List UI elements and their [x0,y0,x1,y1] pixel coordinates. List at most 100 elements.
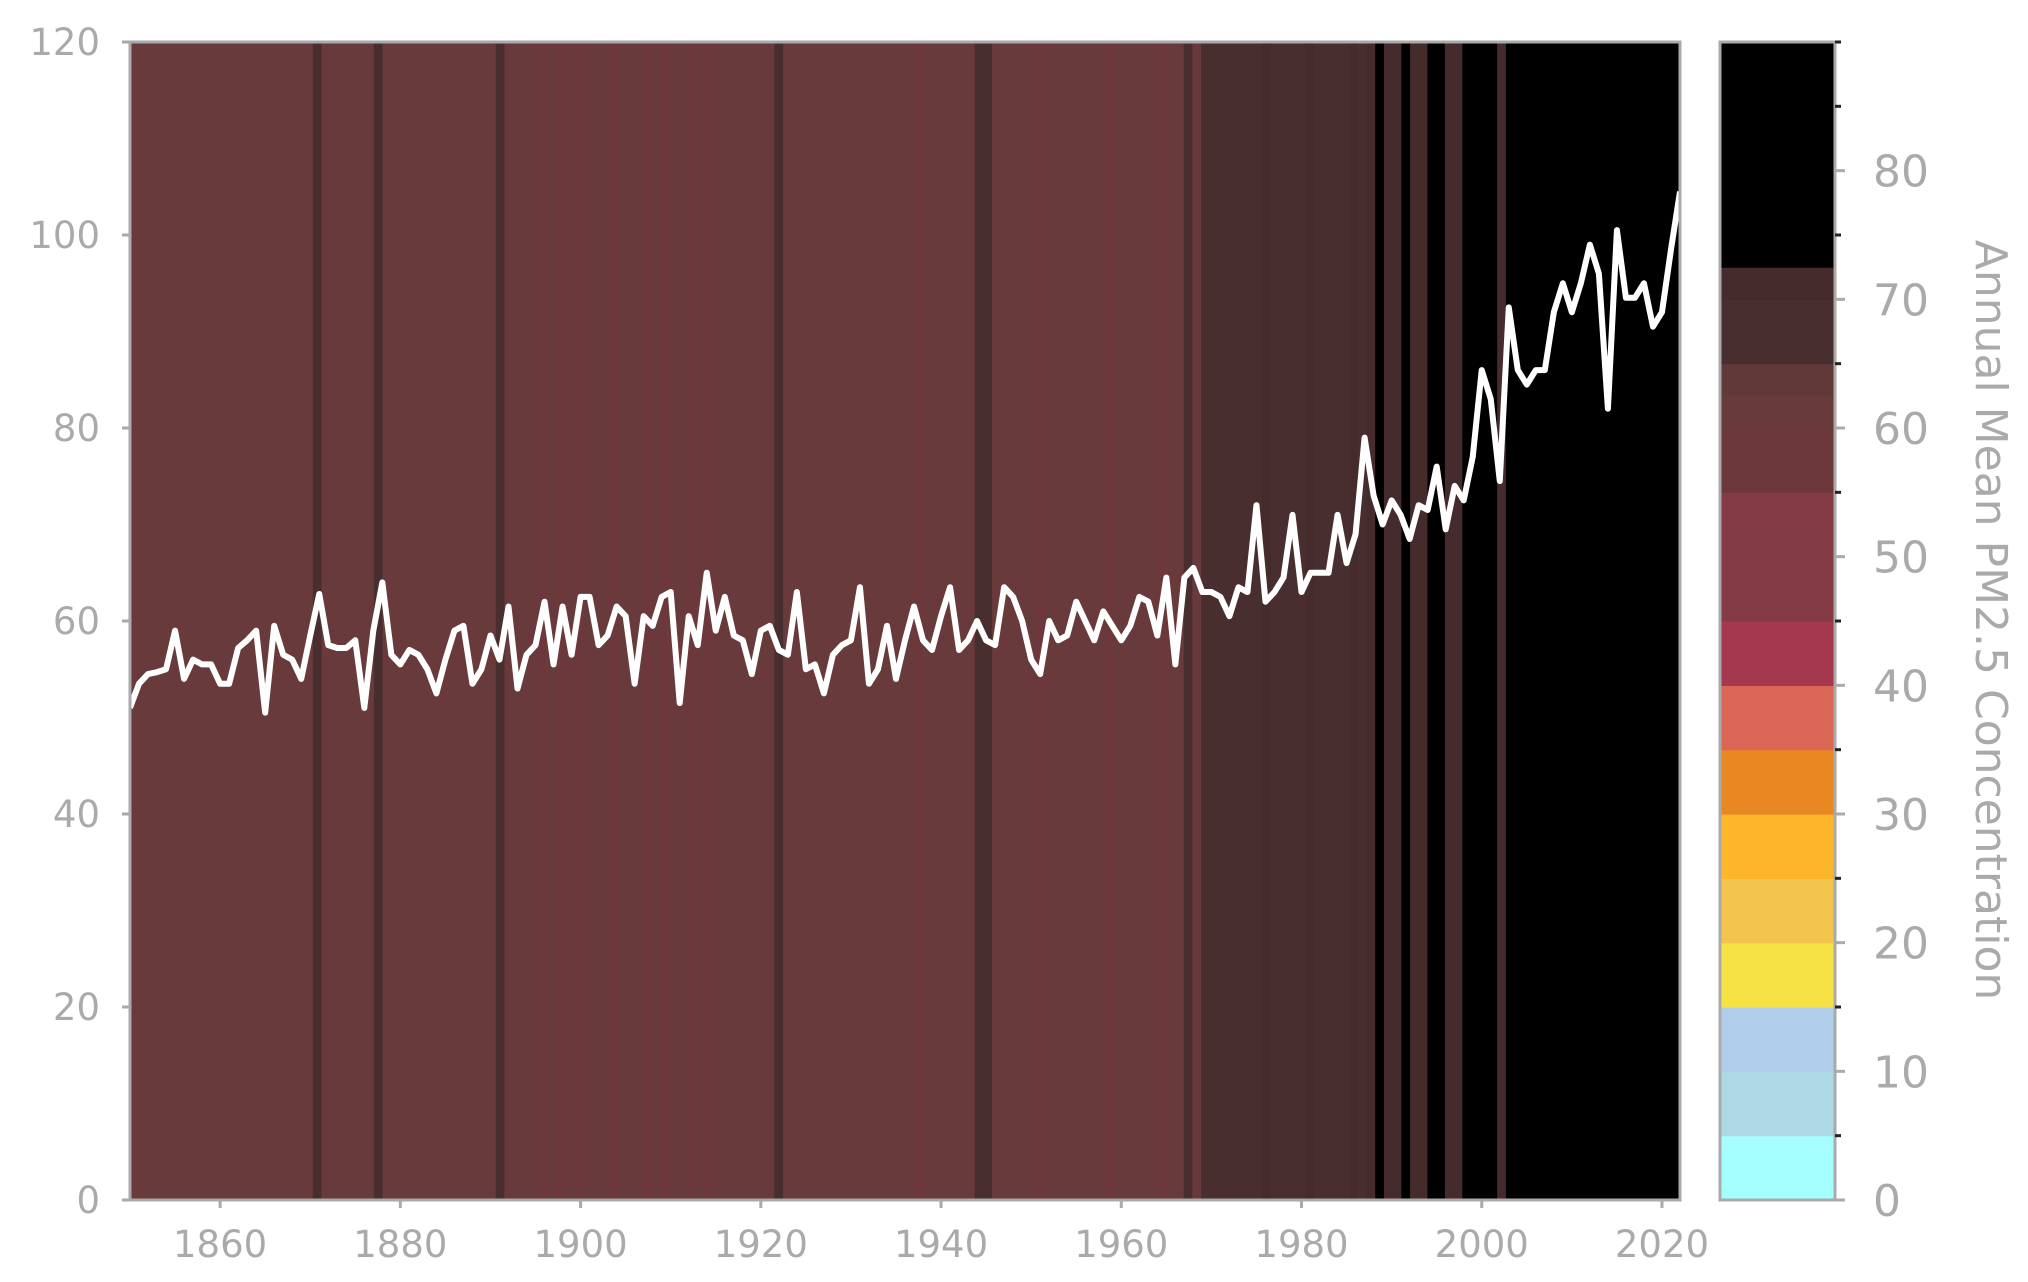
colorbar-segment [1720,428,1835,461]
stripe [852,42,863,1200]
stripe [182,42,192,1200]
colorbar-segment [1720,621,1835,654]
stripe [443,42,453,1200]
stripe [582,42,593,1200]
stripe [1235,42,1246,1200]
stripe [373,42,384,1200]
stripe [260,42,270,1200]
stripe [626,42,636,1200]
stripe [1592,42,1603,1200]
series-line [127,191,1683,716]
stripe [513,42,523,1200]
stripe [765,42,775,1200]
stripe [243,42,253,1200]
x-tick-label: 1920 [714,1223,808,1266]
colorbar-segment [1720,202,1835,236]
stripe [1410,42,1420,1200]
stripe [861,42,871,1200]
stripe [469,42,479,1200]
stripe [565,42,575,1200]
stripe [521,42,532,1200]
stripe [817,42,828,1200]
colorbar-segment [1720,1007,1835,1040]
stripe [539,42,549,1200]
stripe [408,42,418,1200]
stripe [1253,42,1263,1200]
stripe [1296,42,1307,1200]
colorbar-segment [1720,556,1835,590]
stripe [1122,42,1133,1200]
stripe [234,42,244,1200]
colorbar-tick-label: 60 [1873,404,1929,455]
stripe [1514,42,1524,1200]
stripe [748,42,758,1200]
stripe [190,42,201,1200]
stripe [600,42,610,1200]
stripe [1584,42,1594,1200]
stripe [426,42,436,1200]
colorbar-segment [1720,685,1835,719]
stripe [1444,42,1455,1200]
stripe [965,42,976,1200]
stripe [1540,42,1550,1200]
stripe [983,42,993,1200]
stripe [295,42,305,1200]
stripe [147,42,157,1200]
colorbar-tick-label: 10 [1873,1047,1929,1098]
stripe [1488,42,1498,1200]
stripe [957,42,967,1200]
stripe [1662,42,1672,1200]
x-axis: 1860 1880 1900 1920 1940 1960 1980 2000 2020 [173,1200,1709,1266]
y-tick-label: 20 [53,986,100,1029]
y-tick-label: 60 [53,600,100,643]
stripe [791,42,802,1200]
y-tick-label: 40 [53,793,100,836]
stripe [1209,42,1220,1200]
colorbar-tick-label: 0 [1873,1176,1901,1227]
stripe [1262,42,1272,1200]
colorbar-segment [1720,942,1835,976]
stripe [617,42,627,1200]
colorbar-segment [1720,74,1835,107]
stripe [1392,42,1402,1200]
colorbar-segment [1720,106,1835,140]
colorbar-tick-label: 40 [1873,661,1929,712]
x-tick-label: 1960 [1074,1223,1168,1266]
series-layer [127,191,1683,716]
stripe [208,42,218,1200]
stripe [1357,42,1368,1200]
colorbar-segment [1720,138,1835,172]
y-axis: 0 20 40 60 80 100 120 [29,21,130,1222]
stripe [1453,42,1463,1200]
stripe [887,42,897,1200]
colorbar-segment [1720,1135,1835,1169]
colorbar-segment [1720,910,1835,944]
stripe [286,42,297,1200]
colorbar-tick-label: 70 [1873,275,1929,326]
stripe [1192,42,1202,1200]
stripe [365,42,375,1200]
stripe [1549,42,1559,1200]
colorbar-segment [1720,974,1835,1008]
stripe [1479,42,1490,1200]
colorbar-segment [1720,42,1835,75]
stripe [835,42,845,1200]
stripes-layer [130,42,1681,1200]
colorbar-segment [1720,749,1835,783]
stripe [164,42,175,1200]
stripe [1671,42,1681,1200]
stripe [939,42,950,1200]
stripe [1653,42,1664,1200]
colorbar-segment [1720,460,1835,493]
stripe [225,42,236,1200]
stripe [1375,42,1385,1200]
stripe [878,42,889,1200]
stripe [730,42,741,1200]
stripe [452,42,462,1200]
stripe [1218,42,1228,1200]
stripe [399,42,410,1200]
stripe [1636,42,1646,1200]
y-tick-label: 100 [29,214,100,257]
colorbar-segment [1720,1167,1835,1201]
colorbar-segment [1720,524,1835,558]
